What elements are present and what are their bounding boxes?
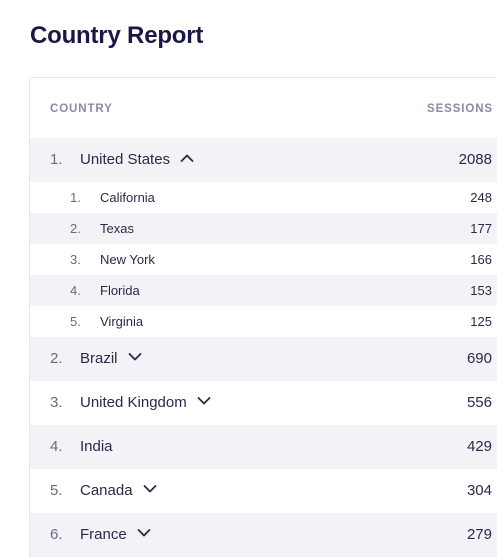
region-name: Virginia (100, 314, 144, 329)
region-rank: 2. (70, 221, 81, 236)
region-rank: 5. (70, 314, 81, 329)
region-sessions: 248 (470, 190, 492, 205)
country-row-brazil[interactable]: 2. Brazil 690 (30, 337, 497, 381)
region-row: 5. Virginia 125 (30, 306, 497, 337)
column-header-country[interactable]: COUNTRY (50, 103, 113, 115)
country-name: Brazil (80, 350, 142, 368)
country-rank: 2. (50, 350, 63, 367)
chevron-down-icon[interactable] (128, 352, 142, 362)
country-name: United Kingdom (80, 394, 211, 412)
country-name: United States (80, 151, 194, 169)
country-sessions: 429 (466, 438, 492, 455)
region-sessions: 177 (470, 221, 492, 236)
region-row: 4. Florida 153 (30, 275, 497, 306)
country-row-france[interactable]: 6. France 279 (30, 513, 497, 557)
region-row: 1. California 248 (30, 182, 497, 213)
country-name: Canada (80, 482, 157, 500)
region-rank: 3. (70, 252, 81, 267)
country-rank: 6. (50, 526, 63, 543)
region-row: 3. New York 166 (30, 244, 497, 275)
country-name-text: France (80, 526, 127, 543)
region-name: California (100, 190, 155, 205)
chevron-up-icon[interactable] (180, 153, 194, 163)
country-rank: 1. (50, 151, 63, 168)
table-header: COUNTRY SESSIONS (30, 78, 497, 138)
chevron-down-icon[interactable] (137, 528, 151, 538)
country-name-text: United States (80, 151, 171, 168)
country-name: India (80, 438, 113, 456)
region-sessions: 153 (470, 283, 492, 298)
country-name-text: Canada (80, 482, 133, 499)
country-name-text: India (80, 438, 113, 455)
country-sessions: 2088 (458, 151, 492, 168)
country-name-text: Brazil (80, 350, 118, 367)
country-row-india[interactable]: 4. India 429 (30, 425, 497, 469)
chevron-down-icon[interactable] (143, 484, 157, 494)
region-name: New York (100, 252, 155, 267)
region-sessions: 125 (470, 314, 492, 329)
country-name-text: United Kingdom (80, 394, 187, 411)
country-report-table: COUNTRY SESSIONS 1. United States 2088 1… (29, 77, 497, 557)
region-rank: 1. (70, 190, 81, 205)
region-name: Florida (100, 283, 140, 298)
country-rank: 5. (50, 482, 63, 499)
country-sessions: 556 (466, 394, 492, 411)
country-sessions: 279 (466, 526, 492, 543)
region-row: 2. Texas 177 (30, 213, 497, 244)
page-title: Country Report (30, 22, 204, 49)
country-sessions: 304 (466, 482, 492, 499)
country-row-united-kingdom[interactable]: 3. United Kingdom 556 (30, 381, 497, 425)
country-sessions: 690 (466, 350, 492, 367)
region-sessions: 166 (470, 252, 492, 267)
country-rank: 4. (50, 438, 63, 455)
region-rank: 4. (70, 283, 81, 298)
chevron-down-icon[interactable] (197, 396, 211, 406)
country-row-canada[interactable]: 5. Canada 304 (30, 469, 497, 513)
country-name: France (80, 526, 151, 544)
country-rank: 3. (50, 394, 63, 411)
country-row-united-states[interactable]: 1. United States 2088 (30, 138, 497, 182)
region-name: Texas (100, 221, 134, 236)
column-header-sessions[interactable]: SESSIONS (427, 103, 493, 115)
